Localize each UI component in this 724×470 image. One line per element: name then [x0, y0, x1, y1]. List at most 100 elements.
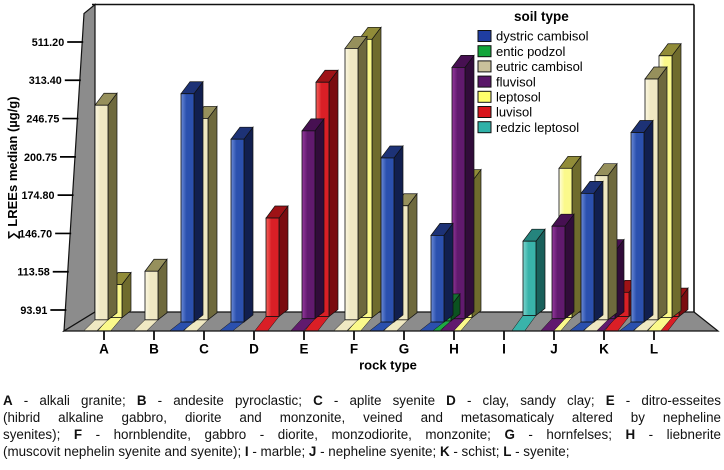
legend-swatch [477, 30, 492, 42]
bar-H-fluvisol [440, 54, 475, 331]
bar-A-eutric-cambisol [83, 92, 118, 331]
caption-line: (hibrid alkaline gabbro, diorite and mon… [3, 410, 721, 427]
x-tick-label: L [650, 342, 658, 357]
left-wall [63, 3, 96, 333]
caption-rock-letter: C [313, 393, 323, 408]
bar-C-dystric-cambisol [169, 80, 204, 331]
caption-text: - hornblendite, gabbro - diorite, monzod… [82, 426, 505, 442]
x-axis-title: rock type [359, 358, 417, 373]
bar-front-face [580, 192, 595, 323]
lree-3d-bar-chart: 511.20 313.40 246.75 200.75 174.80 146.70 113.… [5, 3, 720, 373]
bar-side-face [371, 26, 382, 319]
caption-text: - alkali granite; [12, 393, 137, 408]
legend-label: luvisol [496, 105, 532, 120]
caption-text: - liebnerite [635, 426, 721, 442]
bar-side-face [193, 80, 204, 323]
legend-swatch [477, 121, 492, 134]
legend-swatch [477, 60, 492, 73]
caption-rock-letter: D [446, 393, 456, 408]
bar-side-face [443, 222, 454, 323]
caption-text: - andesite pyroclastic; [146, 393, 314, 408]
legend-label: leptosol [496, 90, 541, 105]
legend-swatch [477, 90, 492, 103]
x-tick-label: B [149, 342, 159, 357]
legend-item-dystric-cambisol: dystric cambisol [477, 29, 589, 44]
caption-text: syenites); [3, 426, 74, 442]
x-tick-label: I [502, 342, 506, 357]
bar-side-face [607, 162, 618, 321]
bar-K-dystric-cambisol [569, 180, 604, 331]
legend-item-fluvisol: fluvisol [477, 74, 536, 89]
legend-item-eutric-cambisol: eutric cambisol [477, 59, 583, 74]
bar-side-face [464, 54, 475, 320]
legend-item-redzic-leptosol: redzic leptosol [477, 120, 579, 135]
legend-item-leptosol: leptosol [477, 90, 541, 105]
bar-E-fluvisol [290, 117, 325, 331]
bar-front-face [301, 130, 316, 320]
bar-side-face [357, 35, 368, 321]
caption-text: - schist; [449, 443, 504, 459]
caption-text: - ditro-esseites [614, 393, 721, 408]
bar-side-face [278, 204, 289, 318]
bar-side-face [314, 117, 325, 320]
y-tick-label: 93.91 [20, 305, 47, 317]
caption-line: A - alkali granite; B - andesite pyrocla… [3, 393, 721, 410]
bar-G-dystric-cambisol [369, 144, 404, 331]
x-tick-label: C [199, 342, 209, 357]
legend-label: eutric cambisol [496, 59, 583, 74]
legend-label: dystric cambisol [496, 29, 589, 44]
bar-side-face [593, 180, 604, 323]
caption-text: - aplite syenite [322, 393, 447, 408]
legend-title: soil type [514, 9, 569, 24]
legend-label: fluvisol [496, 74, 536, 89]
y-tick-label: 313.40 [29, 75, 62, 87]
bar-front-face [430, 234, 445, 323]
caption-line: syenites); F - hornblendite, gabbro - di… [3, 427, 721, 444]
bar-front-face [344, 48, 359, 321]
caption-text: - clay, sandy clay; [455, 393, 606, 408]
caption-line: (muscovit nephelin syenite and syenite);… [3, 444, 721, 461]
bar-L-dystric-cambisol [619, 119, 654, 331]
bar-front-face [522, 240, 537, 316]
caption-text: - marble; [248, 443, 309, 459]
x-tick-label: J [550, 342, 558, 357]
y-tick-label: 200.75 [24, 152, 57, 164]
bar-side-face [564, 213, 575, 320]
bar-I-redzic-leptosol [511, 228, 546, 331]
bar-side-face [657, 65, 668, 321]
bar-side-face [393, 144, 404, 323]
caption-rock-letter: B [136, 393, 147, 408]
bar-side-face [643, 119, 654, 323]
caption-text: - nepheline syenite; [316, 443, 440, 459]
caption-rock-letter: A [3, 393, 13, 408]
bars [83, 26, 689, 331]
legend-label: entic podzol [496, 44, 565, 59]
y-tick-label: 246.75 [26, 113, 59, 125]
y-axis-title: ∑ LREEs median (µg/g) [5, 96, 20, 239]
bar-side-face [535, 228, 546, 317]
legend-swatch [477, 45, 492, 58]
caption-rock-letter: F [73, 426, 83, 442]
x-tick-label: F [350, 342, 358, 357]
y-tick-label: 146.70 [19, 228, 52, 240]
y-axis: 511.20 313.40 246.75 200.75 174.80 146.70 113.… [5, 37, 84, 317]
legend-item-entic-podzol: entic podzol [477, 44, 565, 59]
y-tick-label: 113.58 [17, 267, 49, 279]
bar-F-eutric-cambisol [333, 35, 368, 331]
x-tick-label: E [299, 342, 308, 357]
y-tick-label: 511.20 [32, 37, 64, 49]
bar-side-face [243, 126, 254, 323]
bar-B-eutric-cambisol [133, 258, 168, 331]
caption-rock-letter: H [625, 426, 636, 442]
caption-text: - syenite; [511, 443, 570, 459]
bar-front-face [451, 66, 466, 320]
bar-D-dystric-cambisol [219, 126, 254, 331]
bar-front-face [180, 93, 195, 323]
bar-D-luvisol [254, 204, 289, 331]
bar-side-face [107, 92, 118, 321]
x-tick-label: D [249, 342, 259, 357]
bar-front-face [551, 225, 566, 320]
bar-front-face [144, 270, 159, 321]
